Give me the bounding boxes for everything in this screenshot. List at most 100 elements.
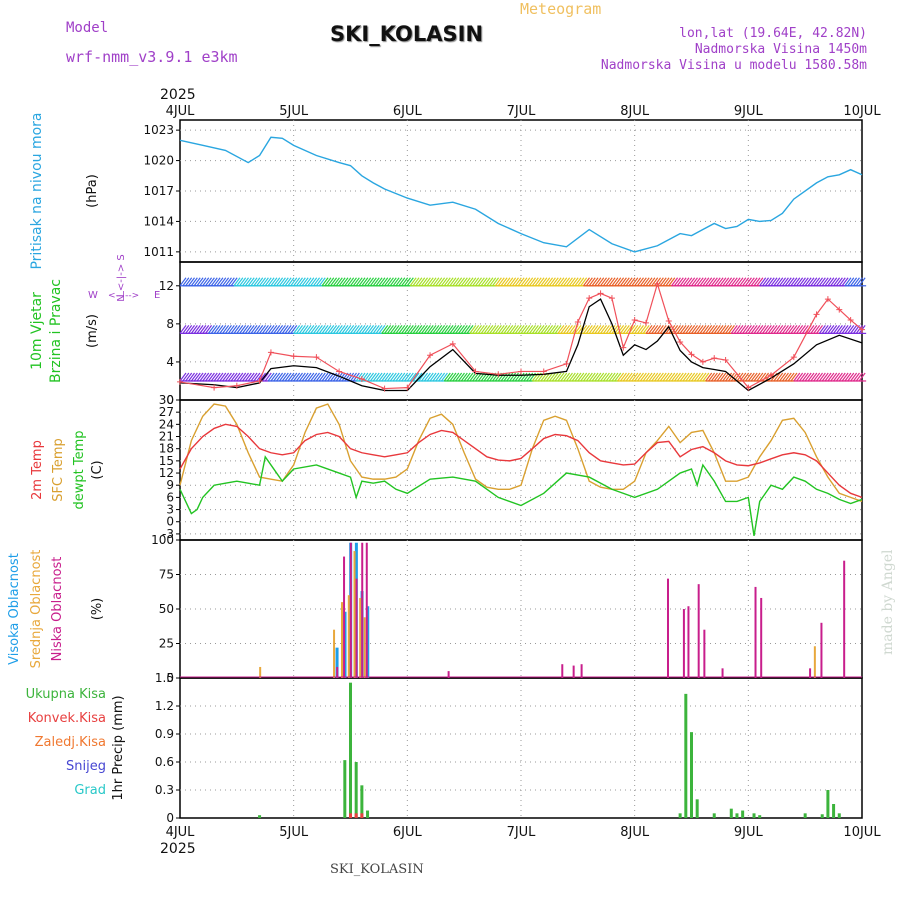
y-tick-label: 1020 (143, 154, 174, 168)
wind-barb (551, 372, 559, 382)
wind-barb (693, 277, 701, 287)
wind-barb (759, 325, 767, 334)
precip-bar (758, 815, 762, 818)
precip-panel-frame (179, 677, 863, 819)
wind-barb (239, 372, 247, 382)
wind-barb (750, 277, 758, 287)
y-tick-label: 27 (159, 405, 174, 419)
wind-barb (614, 325, 622, 334)
wind-barb (193, 372, 201, 382)
wind-barb (222, 277, 230, 287)
wind-barb (779, 372, 787, 382)
wind-barb (216, 325, 224, 334)
wind-barb (287, 325, 295, 334)
wind-barb (531, 277, 539, 287)
cloud-bar (355, 578, 358, 678)
precip-unit-label: 1hr Precip (mm) (111, 695, 126, 800)
wind-barb (739, 325, 747, 334)
wind-gust-marker (449, 340, 456, 347)
wind-barb (796, 277, 804, 287)
wind-barb (213, 372, 221, 382)
wind-barb (722, 325, 730, 334)
wind-gust-marker (813, 311, 820, 318)
wind-barb (588, 277, 596, 287)
cloud-bar (259, 666, 262, 678)
wind-barb (585, 325, 593, 334)
wind-barb (534, 325, 542, 334)
wind-barb (196, 325, 204, 334)
wind-barb (691, 277, 698, 287)
wind-barb (310, 372, 318, 382)
wind-barb (375, 277, 383, 287)
wind-barb (199, 372, 207, 382)
wind-barb (784, 325, 792, 334)
wind-barb (622, 277, 630, 287)
wind-gust-marker (859, 326, 865, 333)
precip-bar (729, 808, 733, 818)
cloud-bar (341, 602, 344, 678)
wind-barb (847, 325, 855, 334)
wind-barb (233, 325, 241, 334)
wind-barb (287, 277, 295, 287)
wind-barb (378, 372, 386, 382)
y-tick-label: 12 (159, 466, 174, 480)
wind-barb (648, 325, 656, 334)
precip-legend-1: Konvek.Kisa (28, 711, 106, 726)
wind-barb (668, 277, 676, 287)
wind-gust-marker (290, 353, 297, 360)
precip-legend-2: Zaledj.Kisa (35, 735, 106, 750)
wind-barb (742, 325, 750, 334)
cloud-bar (813, 646, 816, 678)
wind-barb (756, 372, 764, 382)
top-date-tick: 7JUL (507, 104, 537, 119)
wind-barb (727, 277, 735, 287)
wind-barb (563, 325, 571, 334)
wind-barb (617, 277, 625, 287)
wind-barb (816, 325, 824, 334)
wind-barb (196, 372, 204, 382)
wind-barb (458, 277, 465, 287)
wind-barb (770, 277, 778, 287)
wind-barb (801, 325, 809, 334)
wind-barb (321, 372, 329, 382)
wind-barb (233, 277, 241, 287)
wind-barb (543, 325, 551, 334)
wind-barb (500, 277, 508, 287)
wind-barb (719, 277, 727, 287)
wind-barb (571, 372, 579, 382)
cloud-unit-label: (%) (90, 598, 105, 621)
wind-barb (631, 277, 639, 287)
wind-barb (378, 325, 386, 334)
wind-barb (332, 325, 340, 334)
wind-barb (796, 372, 804, 382)
top-date-tick: 10JUL (843, 104, 881, 119)
wind-barb (227, 325, 235, 334)
precip-bar (803, 813, 807, 818)
y-tick-label: 18 (159, 442, 174, 456)
wind-barb (750, 325, 758, 334)
y-tick-label: 0.9 (155, 727, 174, 741)
cloud-bar (349, 542, 352, 678)
wind-barb (858, 277, 866, 287)
cloud-bar (561, 664, 564, 678)
precip-bar (366, 810, 370, 818)
wind-barb (784, 372, 792, 382)
wind-barb (352, 277, 360, 287)
wind-barb (230, 372, 238, 382)
wind-barb (597, 372, 605, 382)
wind-barb (696, 277, 704, 287)
wind-barb (733, 325, 741, 334)
model-name: wrf-nmm_v3.9.1 e3km (66, 48, 238, 66)
wind-barb (321, 325, 329, 334)
wind-barb (529, 277, 537, 287)
wind-barb (833, 325, 841, 334)
wind-barb (824, 277, 832, 287)
station-coordinates: lon,lat (19.64E, 42.82N) (679, 26, 867, 41)
wind-barb (406, 325, 414, 334)
wind-barb (429, 372, 437, 382)
wind-barb (446, 325, 454, 334)
wind-barb (577, 372, 585, 382)
wind-barb (628, 372, 636, 382)
wind-barb (202, 372, 210, 382)
wind-barb (432, 325, 440, 334)
